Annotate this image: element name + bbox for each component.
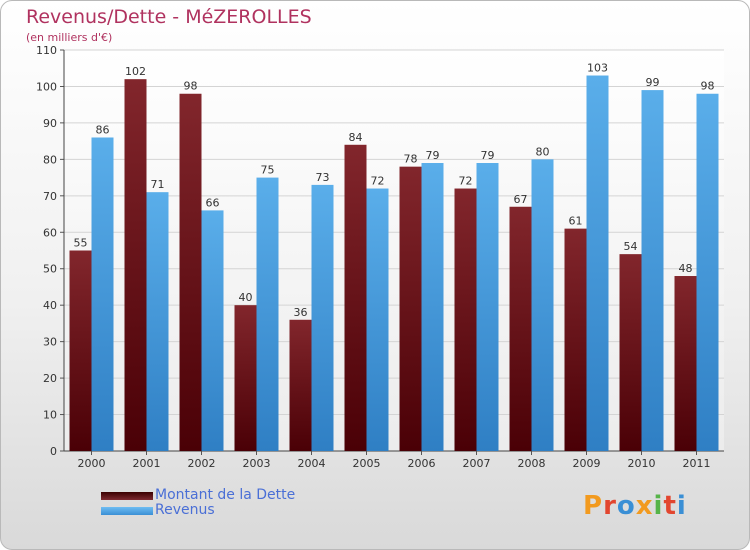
data-label-debt: 54 [624,240,638,253]
x-tick-label: 2008 [518,457,546,470]
x-tick-label: 2010 [628,457,656,470]
bar-revenue [91,137,114,451]
data-label-revenue: 79 [426,149,440,162]
x-tick-label: 2003 [243,457,271,470]
data-label-debt: 55 [74,237,88,250]
data-label-revenue: 86 [96,123,110,136]
y-tick-label: 100 [36,80,57,93]
y-tick-label: 110 [36,44,57,57]
data-label-debt: 48 [679,262,693,275]
x-tick-label: 2000 [78,457,106,470]
data-label-debt: 36 [294,306,308,319]
bar-debt [509,206,532,451]
data-label-debt: 40 [239,291,253,304]
logo-letter: o [616,491,636,521]
proxiti-logo: Proxiti [583,491,687,521]
y-tick-label: 60 [43,226,57,239]
bar-debt [289,319,312,451]
logo-letter: P [583,491,604,521]
data-label-revenue: 99 [646,76,660,89]
legend-swatch-debt [101,491,153,500]
y-tick-label: 80 [43,153,57,166]
logo-letter: t [663,491,677,521]
y-tick-label: 30 [43,336,57,349]
data-label-revenue: 66 [206,196,220,209]
legend: Montant de la Dette Revenus [101,488,295,518]
data-label-revenue: 79 [481,149,495,162]
bar-debt [344,144,367,452]
y-tick-label: 90 [43,117,57,130]
data-label-revenue: 98 [701,80,715,93]
y-tick-label: 70 [43,190,57,203]
x-tick-label: 2004 [298,457,326,470]
y-tick-label: 0 [50,445,57,458]
y-tick-label: 10 [43,409,57,422]
logo-letter: r [603,491,617,521]
bar-revenue [146,192,169,451]
logo-letter: i [676,491,687,521]
data-label-revenue: 71 [151,178,165,191]
data-label-debt: 98 [184,80,198,93]
bar-revenue [641,90,664,451]
legend-label-revenue: Revenus [155,502,215,518]
legend-swatch-revenue [101,506,153,515]
data-label-debt: 61 [569,215,583,228]
data-label-debt: 67 [514,193,528,206]
data-label-revenue: 72 [371,175,385,188]
x-tick-label: 2001 [133,457,161,470]
bar-debt [564,228,587,451]
bar-debt [619,254,642,451]
y-tick-label: 50 [43,263,57,276]
x-tick-label: 2011 [683,457,711,470]
y-tick-label: 40 [43,299,57,312]
data-label-revenue: 80 [536,145,550,158]
logo-letter: i [653,491,664,521]
legend-item-debt: Montant de la Dette [101,488,295,503]
x-tick-label: 2002 [188,457,216,470]
bar-debt [234,305,257,451]
y-tick-label: 20 [43,372,57,385]
bar-debt [399,166,422,451]
bar-debt [674,276,697,451]
data-label-debt: 102 [125,65,146,78]
data-label-revenue: 73 [316,171,330,184]
legend-label-debt: Montant de la Dette [155,487,296,503]
legend-item-revenue: Revenus [101,503,295,518]
bar-revenue [256,177,279,451]
x-tick-label: 2005 [353,457,381,470]
bar-revenue [696,93,719,451]
bar-revenue [421,163,444,451]
bar-debt [124,79,147,451]
x-tick-label: 2006 [408,457,436,470]
data-label-revenue: 103 [587,62,608,75]
data-label-debt: 84 [349,131,363,144]
bar-revenue [311,184,334,451]
x-tick-label: 2009 [573,457,601,470]
bar-revenue [201,210,224,451]
chart-subtitle: (en milliers d'€) [26,31,113,44]
chart-title: Revenus/Dette - MéZEROLLES [26,6,312,28]
x-tick-label: 2007 [463,457,491,470]
logo-letter: x [635,491,654,521]
bar-revenue [586,75,609,451]
data-label-debt: 72 [459,175,473,188]
bar-debt [69,250,92,451]
plot-area [64,50,724,451]
data-label-revenue: 75 [261,164,275,177]
data-label-debt: 78 [404,153,418,166]
bar-revenue [476,163,499,451]
bar-debt [454,188,477,451]
bar-revenue [531,159,554,451]
bar-debt [179,93,202,451]
bar-revenue [366,188,389,451]
